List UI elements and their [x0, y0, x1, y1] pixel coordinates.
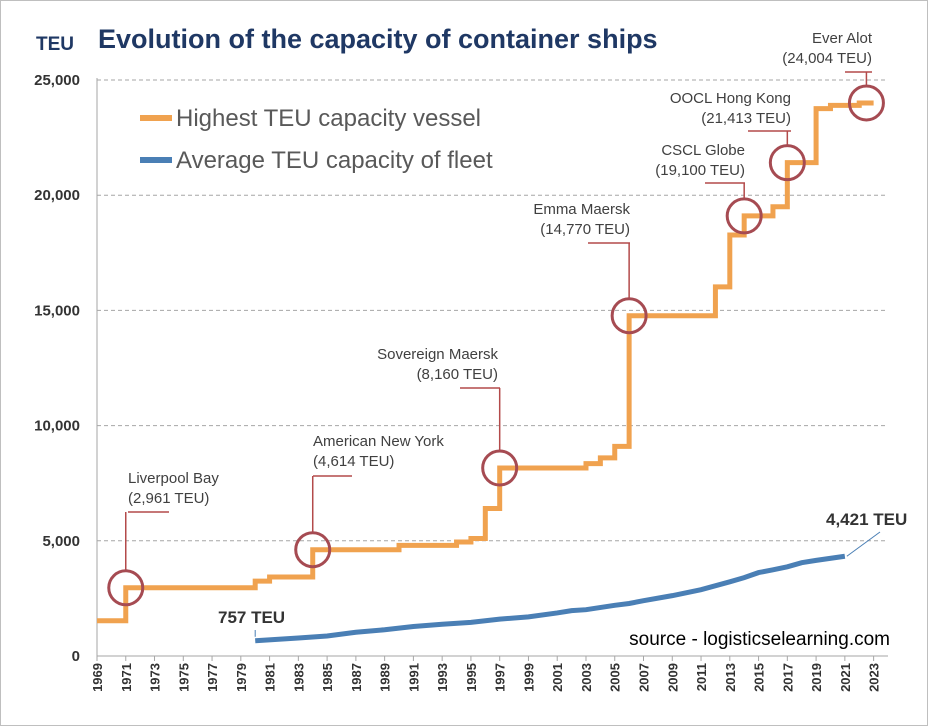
annotation-name: Liverpool Bay: [128, 470, 219, 487]
annotation-value: (4,614 TEU): [313, 453, 394, 470]
x-tick-label: 1987: [349, 663, 364, 692]
axes: 0 5,000 10,000 15,000 20,000 25,000 1969 1971 19…: [34, 72, 888, 692]
annotation-value: (19,100 TEU): [655, 162, 745, 179]
annotation-name: CSCL Globe: [661, 142, 745, 159]
annotation-name: OOCL Hong Kong: [670, 90, 791, 107]
annotation-name: Emma Maersk: [533, 201, 630, 218]
x-tick-label: 2013: [723, 663, 738, 692]
y-tick-label: 15,000: [34, 302, 80, 319]
x-tick-label: 2005: [608, 663, 623, 692]
annotation-value: (24,004 TEU): [782, 50, 872, 67]
legend: Highest TEU capacity vessel Average TEU c…: [140, 105, 493, 174]
chart-title: Evolution of the capacity of container s…: [98, 24, 658, 54]
annotation-name: American New York: [313, 433, 444, 450]
annotation-highlight-circle: [481, 449, 519, 487]
annotation-highlight-circle: [294, 531, 332, 569]
y-tick-label: 5,000: [42, 533, 80, 550]
x-tick-label: 2001: [550, 663, 565, 692]
x-tick-label: 1989: [378, 663, 393, 692]
x-tick-label: 1991: [406, 663, 421, 692]
x-tick-label: 2017: [780, 663, 795, 692]
annotation-highlight-circle: [847, 84, 885, 122]
x-tick-label: 2007: [637, 663, 652, 692]
y-tick-label: 0: [72, 648, 80, 665]
x-tick-label: 2021: [838, 663, 853, 692]
avg-end-leader: [846, 531, 881, 557]
x-tick-label: 1985: [320, 663, 335, 692]
series-lines: [97, 100, 874, 644]
y-tick-label: 20,000: [34, 187, 80, 204]
x-tick-label: 2019: [809, 663, 824, 692]
annotation-name: Sovereign Maersk: [377, 346, 498, 363]
annotation-value: (14,770 TEU): [540, 221, 630, 238]
series-line-1: [255, 553, 846, 644]
series-line-0: [97, 100, 874, 624]
x-tick-label: 1999: [521, 663, 536, 692]
annotation-highlight-circle: [725, 197, 763, 235]
y-tick-label: 25,000: [34, 72, 80, 89]
x-tick-label: 1975: [176, 663, 191, 692]
x-tick-label: 2011: [694, 663, 709, 691]
gridlines: [97, 79, 888, 542]
avg-end-label: 4,421 TEU: [826, 510, 907, 529]
x-tick-label: 1973: [148, 663, 163, 692]
legend-label-0: Highest TEU capacity vessel: [176, 105, 481, 132]
x-tick-label: 1971: [119, 663, 134, 692]
x-tick-label: 1969: [90, 663, 105, 692]
legend-label-1: Average TEU capacity of fleet: [176, 147, 493, 174]
x-tick-label: 1979: [234, 663, 249, 692]
source-note: source - logisticselearning.com: [629, 629, 890, 650]
annotation-highlight-circle: [107, 569, 145, 607]
annotation-value: (21,413 TEU): [701, 110, 791, 127]
y-axis-unit-label: TEU: [36, 34, 74, 55]
x-tick-label: 1981: [263, 663, 278, 692]
x-tick-label: 1993: [435, 663, 450, 692]
annotation-value: (2,961 TEU): [128, 490, 209, 507]
y-tick-label: 10,000: [34, 418, 80, 435]
x-tick-label: 2023: [867, 663, 882, 692]
annotation-highlight-circle: [610, 297, 648, 335]
annotations: Liverpool Bay (2,961 TEU) American New Yor…: [107, 30, 907, 637]
avg-start-label: 757 TEU: [218, 608, 285, 627]
x-tick-label: 1995: [464, 663, 479, 692]
x-tick-label: 1977: [205, 663, 220, 692]
x-tick-label: 2015: [752, 663, 767, 692]
annotation-value: (8,160 TEU): [417, 366, 498, 383]
annotation-highlight-circle: [768, 144, 806, 182]
x-tick-label: 1997: [493, 663, 508, 692]
x-tick-label: 1983: [291, 663, 306, 692]
x-tick-label: 2003: [579, 663, 594, 692]
annotation-name: Ever Alot: [812, 30, 873, 47]
x-tick-label: 2009: [665, 663, 680, 692]
